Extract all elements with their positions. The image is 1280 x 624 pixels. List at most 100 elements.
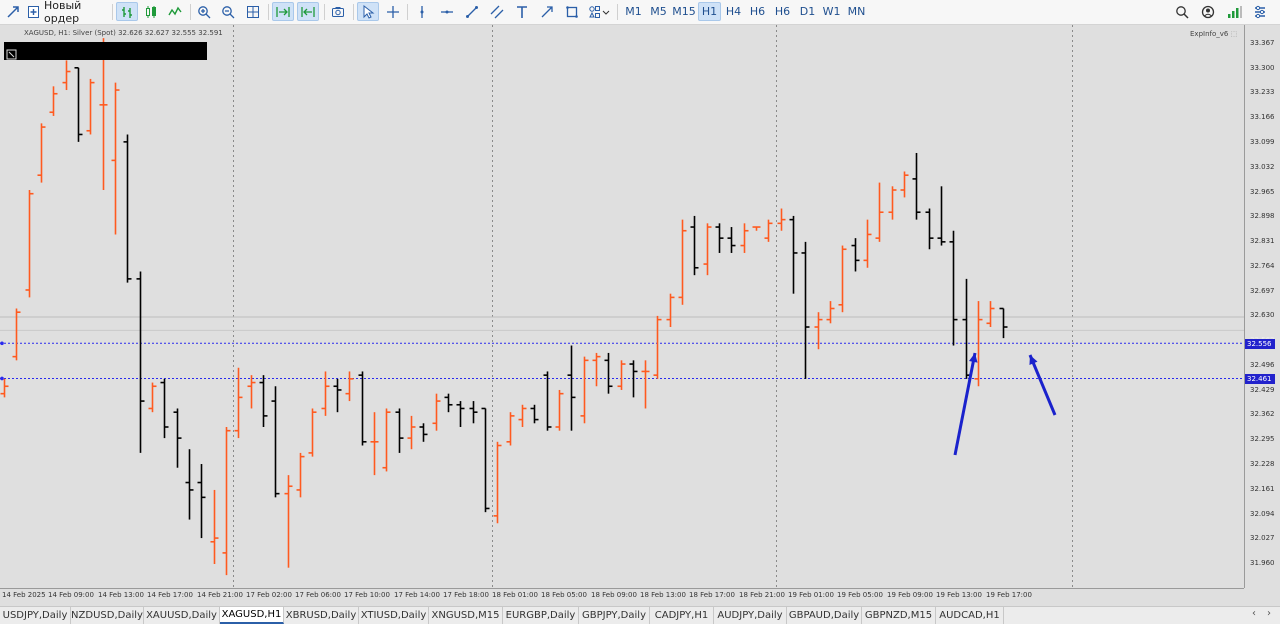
price-label: 32.697: [1250, 287, 1275, 295]
shapes-icon[interactable]: [586, 2, 612, 21]
tab-xagusd-h1[interactable]: XAGUSD,H1: [220, 607, 284, 624]
options-icon[interactable]: [1250, 2, 1270, 21]
tab-cadjpy-h1[interactable]: CADJPY,H1: [650, 607, 714, 624]
horizontal-line-icon[interactable]: [436, 2, 458, 21]
tab-xauusd-daily[interactable]: XAUUSD,Daily: [144, 607, 220, 624]
ohlc-bar: [382, 408, 391, 472]
tab-usdjpy-daily[interactable]: USDJPY,Daily: [0, 607, 71, 624]
ohlc-bar: [653, 315, 662, 379]
new-order-icon: [27, 5, 40, 19]
cursor-icon[interactable]: [357, 2, 379, 21]
ohlc-bar: [358, 371, 367, 446]
one-click-trading-icon[interactable]: [6, 46, 18, 65]
annotation-arrow-head: [968, 353, 978, 363]
channel-icon[interactable]: [486, 2, 508, 21]
tab-gbpjpy-daily[interactable]: GBPJPY,Daily: [579, 607, 650, 624]
price-label: 32.027: [1250, 534, 1275, 542]
tab-xbrusd-daily[interactable]: XBRUSD,Daily: [284, 607, 359, 624]
ohlc-bar: [419, 423, 428, 442]
timeframe-w1[interactable]: W1: [822, 5, 841, 18]
price-chart[interactable]: XAGUSD, H1: Silver (Spot) 32.626 32.627 …: [0, 25, 1280, 606]
ohlc-bar: [629, 360, 638, 398]
ohlc-bar: [111, 82, 120, 235]
tabs-scroll-left-icon[interactable]: ‹: [1252, 608, 1256, 619]
ohlc-bar: [136, 271, 145, 453]
price-label: 33.367: [1250, 39, 1275, 47]
tab-xngusd-m15[interactable]: XNGUSD,M15: [429, 607, 503, 624]
search-icon[interactable]: [1172, 2, 1192, 21]
ohlc-bar: [0, 378, 9, 398]
timeframe-d1[interactable]: D1: [799, 5, 816, 18]
toolbar-divider: [617, 4, 618, 20]
ohlc-bar: [900, 171, 909, 198]
new-order-label: Новый ордер: [44, 0, 82, 25]
signal-icon[interactable]: [1224, 2, 1246, 21]
timeframe-h6[interactable]: H6: [749, 5, 766, 18]
bar-chart-icon[interactable]: [116, 2, 138, 21]
annotation-arrow-shaft: [953, 352, 977, 456]
ohlc-bar: [814, 312, 823, 350]
price-label: 33.300: [1250, 64, 1275, 72]
ohlc-bar: [789, 215, 798, 294]
timeframe-m5[interactable]: M5: [650, 5, 667, 18]
ohlc-bar: [666, 293, 675, 328]
new-order-button[interactable]: Новый ордер: [27, 0, 107, 25]
arrow-icon[interactable]: [536, 2, 558, 21]
ohlc-bar: [740, 223, 749, 253]
symbol-info: XAGUSD, H1: Silver (Spot) 32.626 32.627 …: [24, 29, 223, 37]
autoscroll-icon[interactable]: [272, 2, 294, 21]
ohlc-bar: [641, 360, 650, 409]
candlestick-icon[interactable]: [141, 2, 161, 21]
chart-shift-icon[interactable]: [297, 2, 319, 21]
tab-audjpy-daily[interactable]: AUDJPY,Daily: [714, 607, 787, 624]
crosshair-icon[interactable]: [383, 2, 403, 21]
time-label: 19 Feb 09:00: [887, 591, 933, 599]
account-icon[interactable]: [1198, 2, 1218, 21]
screenshot-icon[interactable]: [328, 2, 348, 21]
tab-gbpnzd-m15[interactable]: GBPNZD,M15: [862, 607, 936, 624]
time-label: 19 Feb 17:00: [986, 591, 1032, 599]
chart-expand-icon[interactable]: [3, 2, 23, 21]
ohlc-bar: [308, 408, 317, 457]
level-marker: [0, 341, 4, 346]
ohlc-bar: [321, 371, 330, 416]
vertical-line-icon[interactable]: [411, 2, 433, 21]
timeframe-h4[interactable]: H4: [725, 5, 742, 18]
tab-gbpaud-daily[interactable]: GBPAUD,Daily: [787, 607, 862, 624]
timeframe-h6b[interactable]: H6: [771, 2, 794, 21]
toolbar-divider: [112, 4, 113, 20]
trendline-icon[interactable]: [461, 2, 483, 21]
text-icon[interactable]: [511, 2, 533, 21]
line-chart-icon[interactable]: [165, 2, 185, 21]
timeframe-mn[interactable]: MN: [847, 5, 866, 18]
ohlc-bar: [49, 86, 58, 116]
price-label: 32.898: [1250, 212, 1275, 220]
level-marker: [0, 376, 4, 381]
price-label: 31.960: [1250, 559, 1275, 567]
redacted-overlay: [4, 42, 207, 60]
ohlc-bar: [999, 307, 1008, 339]
toolbar-divider: [324, 4, 325, 20]
chart-canvas[interactable]: [0, 25, 1280, 606]
rectangle-icon[interactable]: [561, 2, 583, 21]
price-label: 32.965: [1250, 188, 1275, 196]
toolbar-divider: [268, 4, 269, 20]
time-label: 17 Feb 18:00: [443, 591, 489, 599]
zoom-out-icon[interactable]: [218, 2, 238, 21]
tab-eurgbp-daily[interactable]: EURGBP,Daily: [503, 607, 579, 624]
ohlc-bar: [518, 404, 527, 427]
ohlc-bar: [432, 393, 441, 431]
ohlc-bar: [974, 301, 983, 387]
ohlc-bar: [543, 371, 552, 431]
zoom-in-icon[interactable]: [194, 2, 214, 21]
ohlc-bar: [25, 190, 34, 298]
timeframe-m15[interactable]: M15: [672, 5, 696, 18]
tab-nzdusd-daily[interactable]: NZDUSD,Daily: [71, 607, 144, 624]
tab-audcad-h1[interactable]: AUDCAD,H1: [936, 607, 1004, 624]
timeframe-h1[interactable]: H1: [698, 2, 721, 21]
timeframe-m1[interactable]: M1: [625, 5, 642, 18]
tab-xtiusd-daily[interactable]: XTIUSD,Daily: [359, 607, 429, 624]
time-label: 18 Feb 05:00: [541, 591, 587, 599]
tabs-scroll-right-icon[interactable]: ›: [1267, 608, 1271, 619]
grid-icon[interactable]: [243, 2, 263, 21]
